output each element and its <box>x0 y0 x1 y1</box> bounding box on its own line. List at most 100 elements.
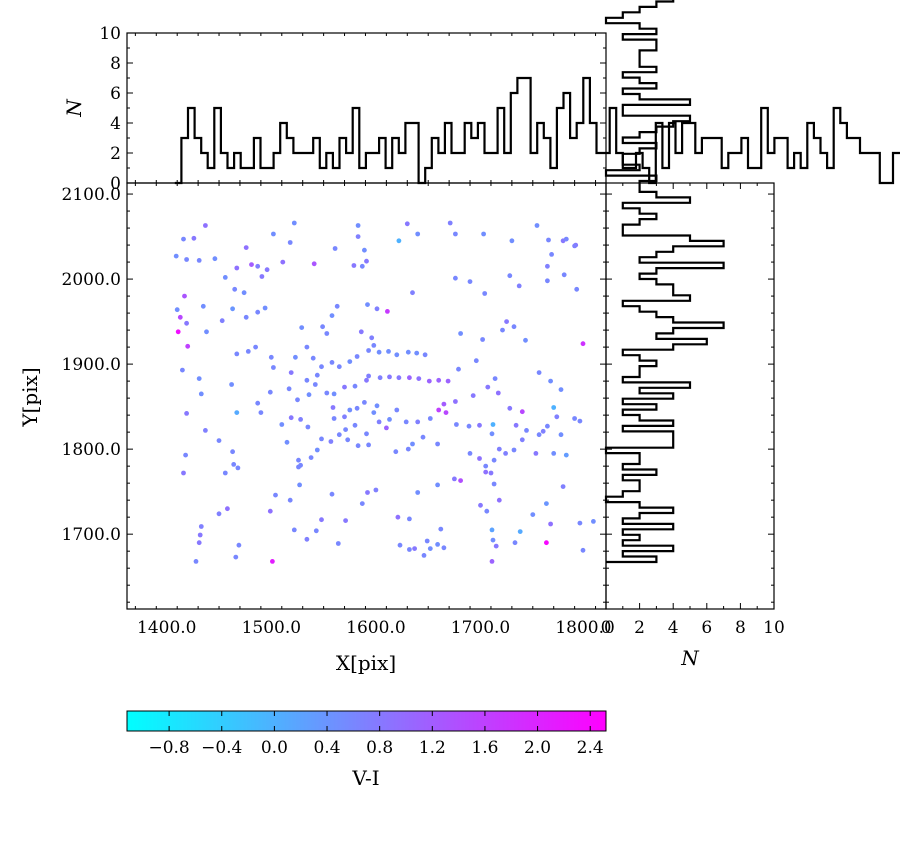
scatter-point <box>355 234 361 240</box>
y-tick-label: 1900.0 <box>62 355 121 375</box>
colorbar-tick-label: 0.0 <box>261 738 288 758</box>
scatter-point <box>279 422 285 427</box>
scatter-point <box>405 349 411 355</box>
scatter-point <box>236 542 242 548</box>
scatter-point <box>264 267 270 273</box>
scatter-point <box>354 405 360 411</box>
scatter-point <box>287 497 293 503</box>
scatter-point <box>533 451 539 456</box>
scatter-point <box>394 352 400 358</box>
scatter-point <box>324 390 330 396</box>
scatter-point <box>482 291 488 296</box>
scatter-point <box>492 376 498 381</box>
scatter-point <box>304 377 310 383</box>
scatter-point <box>454 422 459 427</box>
colorbar-gradient <box>126 710 607 732</box>
scatter-point <box>403 419 409 425</box>
scatter-point <box>445 378 451 384</box>
scatter-point <box>177 314 183 320</box>
scatter-point <box>288 370 294 375</box>
scatter-point <box>203 428 208 433</box>
scatter-point <box>212 256 218 262</box>
scatter-point <box>267 508 273 514</box>
scatter-point <box>519 409 525 415</box>
scatter-point <box>374 306 380 312</box>
scatter-point <box>312 382 318 387</box>
scatter-point <box>422 352 428 358</box>
scatter-point <box>523 337 528 343</box>
y-tick-label: 1700.0 <box>62 525 121 545</box>
scatter-point <box>470 393 476 398</box>
scatter-point <box>436 407 442 413</box>
scatter-point <box>331 416 337 421</box>
scatter-point <box>287 240 293 245</box>
scatter-point <box>336 364 342 370</box>
scatter-point <box>496 446 502 452</box>
scatter-point <box>396 375 402 381</box>
scatter-point <box>259 274 265 279</box>
scatter-point <box>544 540 549 546</box>
colorbar: −0.8 −0.4 0.0 0.4 0.8 1.2 1.6 2.0 2.4 V-I <box>126 710 607 790</box>
scatter-point <box>216 511 222 517</box>
scatter-point <box>407 375 412 381</box>
scatter-point <box>563 236 569 242</box>
scatter-point <box>336 432 342 438</box>
scatter-point <box>415 419 421 425</box>
scatter-point <box>234 410 240 415</box>
scatter-point <box>324 331 330 336</box>
scatter-point <box>243 314 249 320</box>
scatter-point <box>560 484 566 489</box>
top-histogram-tick-label: 4 <box>110 114 121 134</box>
scatter-point <box>198 524 204 529</box>
scatter-point <box>377 375 383 381</box>
scatter-point <box>351 263 357 268</box>
scatter-point <box>203 223 208 228</box>
scatter-point <box>421 553 427 558</box>
scatter-point <box>376 349 382 355</box>
scatter-point <box>490 422 496 427</box>
scatter-point <box>544 501 549 506</box>
scatter-point <box>191 235 197 241</box>
scatter-point <box>373 487 379 493</box>
scatter-point <box>219 318 225 324</box>
scatter-point <box>393 449 399 455</box>
colorbar-tick-label: 2.0 <box>524 738 551 758</box>
scatter-point <box>197 532 203 538</box>
scatter-point <box>517 529 523 534</box>
scatter-point <box>304 536 310 542</box>
scatter-point <box>173 253 179 259</box>
scatter-point <box>511 324 517 330</box>
scatter-point <box>181 470 186 476</box>
scatter-point <box>412 546 417 551</box>
scatter-point <box>273 492 278 498</box>
scatter-point <box>314 372 320 378</box>
scatter-point <box>473 358 479 364</box>
scatter-point <box>342 384 347 390</box>
scatter-point <box>366 373 371 379</box>
scatter-point <box>328 439 334 444</box>
scatter-point <box>507 273 513 279</box>
scatter-point <box>234 351 240 357</box>
scatter-point <box>329 360 335 365</box>
scatter-point <box>354 354 360 359</box>
scatter-point <box>534 223 540 228</box>
colorbar-tick-label: 1.6 <box>471 738 498 758</box>
colorbar-label: V-I <box>351 766 379 790</box>
scatter-point <box>358 329 364 335</box>
scatter-point <box>359 263 365 269</box>
scatter-point <box>591 519 596 524</box>
scatter-point <box>443 410 449 415</box>
scatter-plot: 1400.0 1500.0 1600.0 1700.0 1800.0 1700.0 180… <box>18 182 615 675</box>
scatter-point <box>332 246 338 251</box>
scatter-point <box>519 437 525 443</box>
scatter-point <box>232 286 238 292</box>
scatter-point <box>558 432 564 438</box>
scatter-point <box>396 238 402 244</box>
scatter-point <box>485 384 491 390</box>
scatter-point <box>490 537 496 543</box>
scatter-point <box>347 407 353 413</box>
scatter-point <box>480 337 485 342</box>
scatter-point <box>345 437 351 443</box>
right-histogram-x-axis-label: N <box>680 646 700 670</box>
scatter-point <box>551 451 557 456</box>
